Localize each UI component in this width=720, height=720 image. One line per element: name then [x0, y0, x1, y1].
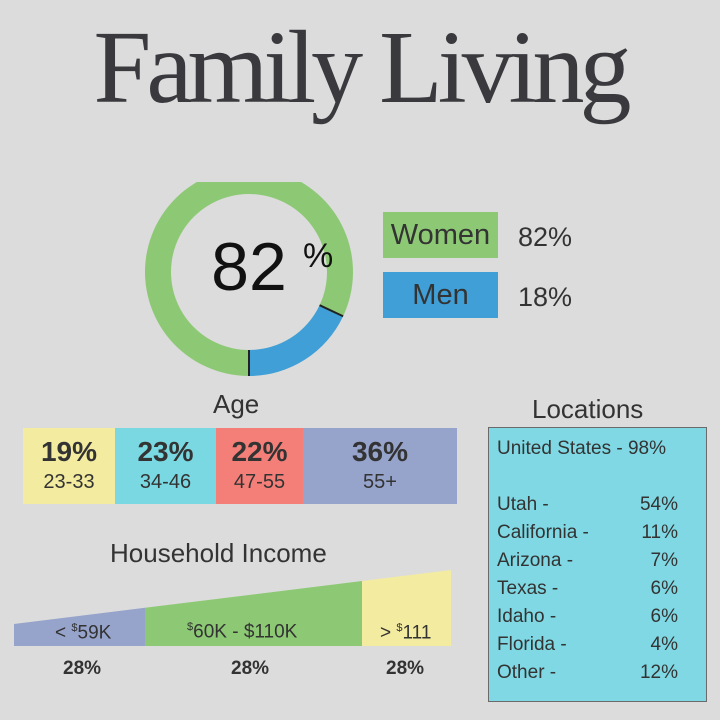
location-value: 12%	[639, 662, 678, 683]
legend-men-value: 18%	[518, 282, 573, 312]
income-title: Household Income	[110, 538, 327, 568]
location-name: Utah -	[497, 494, 549, 515]
gender-donut-chart: 82 %	[145, 182, 353, 376]
donut-slices	[145, 182, 353, 376]
location-row: Arizona - 7%	[497, 550, 697, 576]
locations-box: United States - 98% Utah - 54% California …	[488, 427, 707, 702]
age-pct: 36%	[351, 436, 409, 467]
donut-center-value: 82	[211, 229, 287, 305]
income-pct-high: 28%	[386, 658, 425, 679]
income-label-low: < $59K	[55, 622, 112, 644]
location-name: Other -	[497, 662, 557, 683]
age-segment-55-plus: 36% 55+	[303, 428, 457, 504]
location-row: Idaho - 6%	[497, 606, 697, 632]
location-row: Florida - 4%	[497, 634, 697, 660]
location-row: Other - 12%	[497, 662, 697, 688]
age-range: 47-55	[233, 471, 286, 493]
age-pct: 22%	[231, 436, 288, 467]
location-value: 6%	[650, 606, 678, 627]
location-name: Texas -	[497, 578, 559, 599]
income-segment-high	[362, 570, 451, 646]
age-pct: 19%	[40, 436, 98, 467]
location-value: 54%	[639, 494, 678, 515]
age-pct: 23%	[137, 436, 194, 467]
income-pct-mid: 28%	[231, 658, 270, 679]
locations-header: United States - 98%	[497, 438, 666, 459]
donut-divider	[319, 304, 344, 318]
location-name: California -	[497, 522, 589, 543]
income-label-high: > $111	[380, 622, 432, 644]
location-value: 6%	[650, 578, 678, 599]
location-name: Idaho -	[497, 606, 557, 627]
location-name: Arizona -	[497, 550, 574, 571]
location-row: Utah - 54%	[497, 494, 697, 520]
donut-center-unit: %	[303, 237, 333, 275]
age-range: 34-46	[139, 471, 192, 493]
locations-title: Locations	[532, 394, 644, 424]
income-segment-mid	[145, 580, 362, 646]
location-name: Florida -	[497, 634, 567, 655]
age-range: 55+	[363, 471, 397, 493]
age-segment-34-46: 23% 34-46	[115, 428, 216, 504]
age-segment-47-55: 22% 47-55	[216, 428, 303, 504]
legend-women-label: Women	[383, 212, 498, 258]
location-value: 7%	[650, 550, 678, 571]
location-row: California - 11%	[497, 522, 697, 548]
location-row: Texas - 6%	[497, 578, 697, 604]
location-value: 11%	[641, 522, 678, 543]
location-value: 4%	[650, 634, 678, 655]
page-title: Family Living	[93, 10, 632, 125]
legend-men-label: Men	[383, 272, 498, 318]
age-title: Age	[213, 389, 260, 419]
age-bar: 19% 23-33 23% 34-46 22% 47-55 36% 55+	[23, 428, 457, 504]
income-wedge	[14, 570, 451, 646]
income-segment-low	[14, 607, 145, 646]
age-segment-23-33: 19% 23-33	[23, 428, 115, 504]
income-pct-low: 28%	[63, 658, 102, 679]
income-label-mid: $60K - $110K	[187, 621, 298, 643]
legend-women-value: 82%	[518, 222, 573, 252]
donut-slice-men	[249, 305, 344, 376]
age-range: 23-33	[43, 471, 95, 493]
